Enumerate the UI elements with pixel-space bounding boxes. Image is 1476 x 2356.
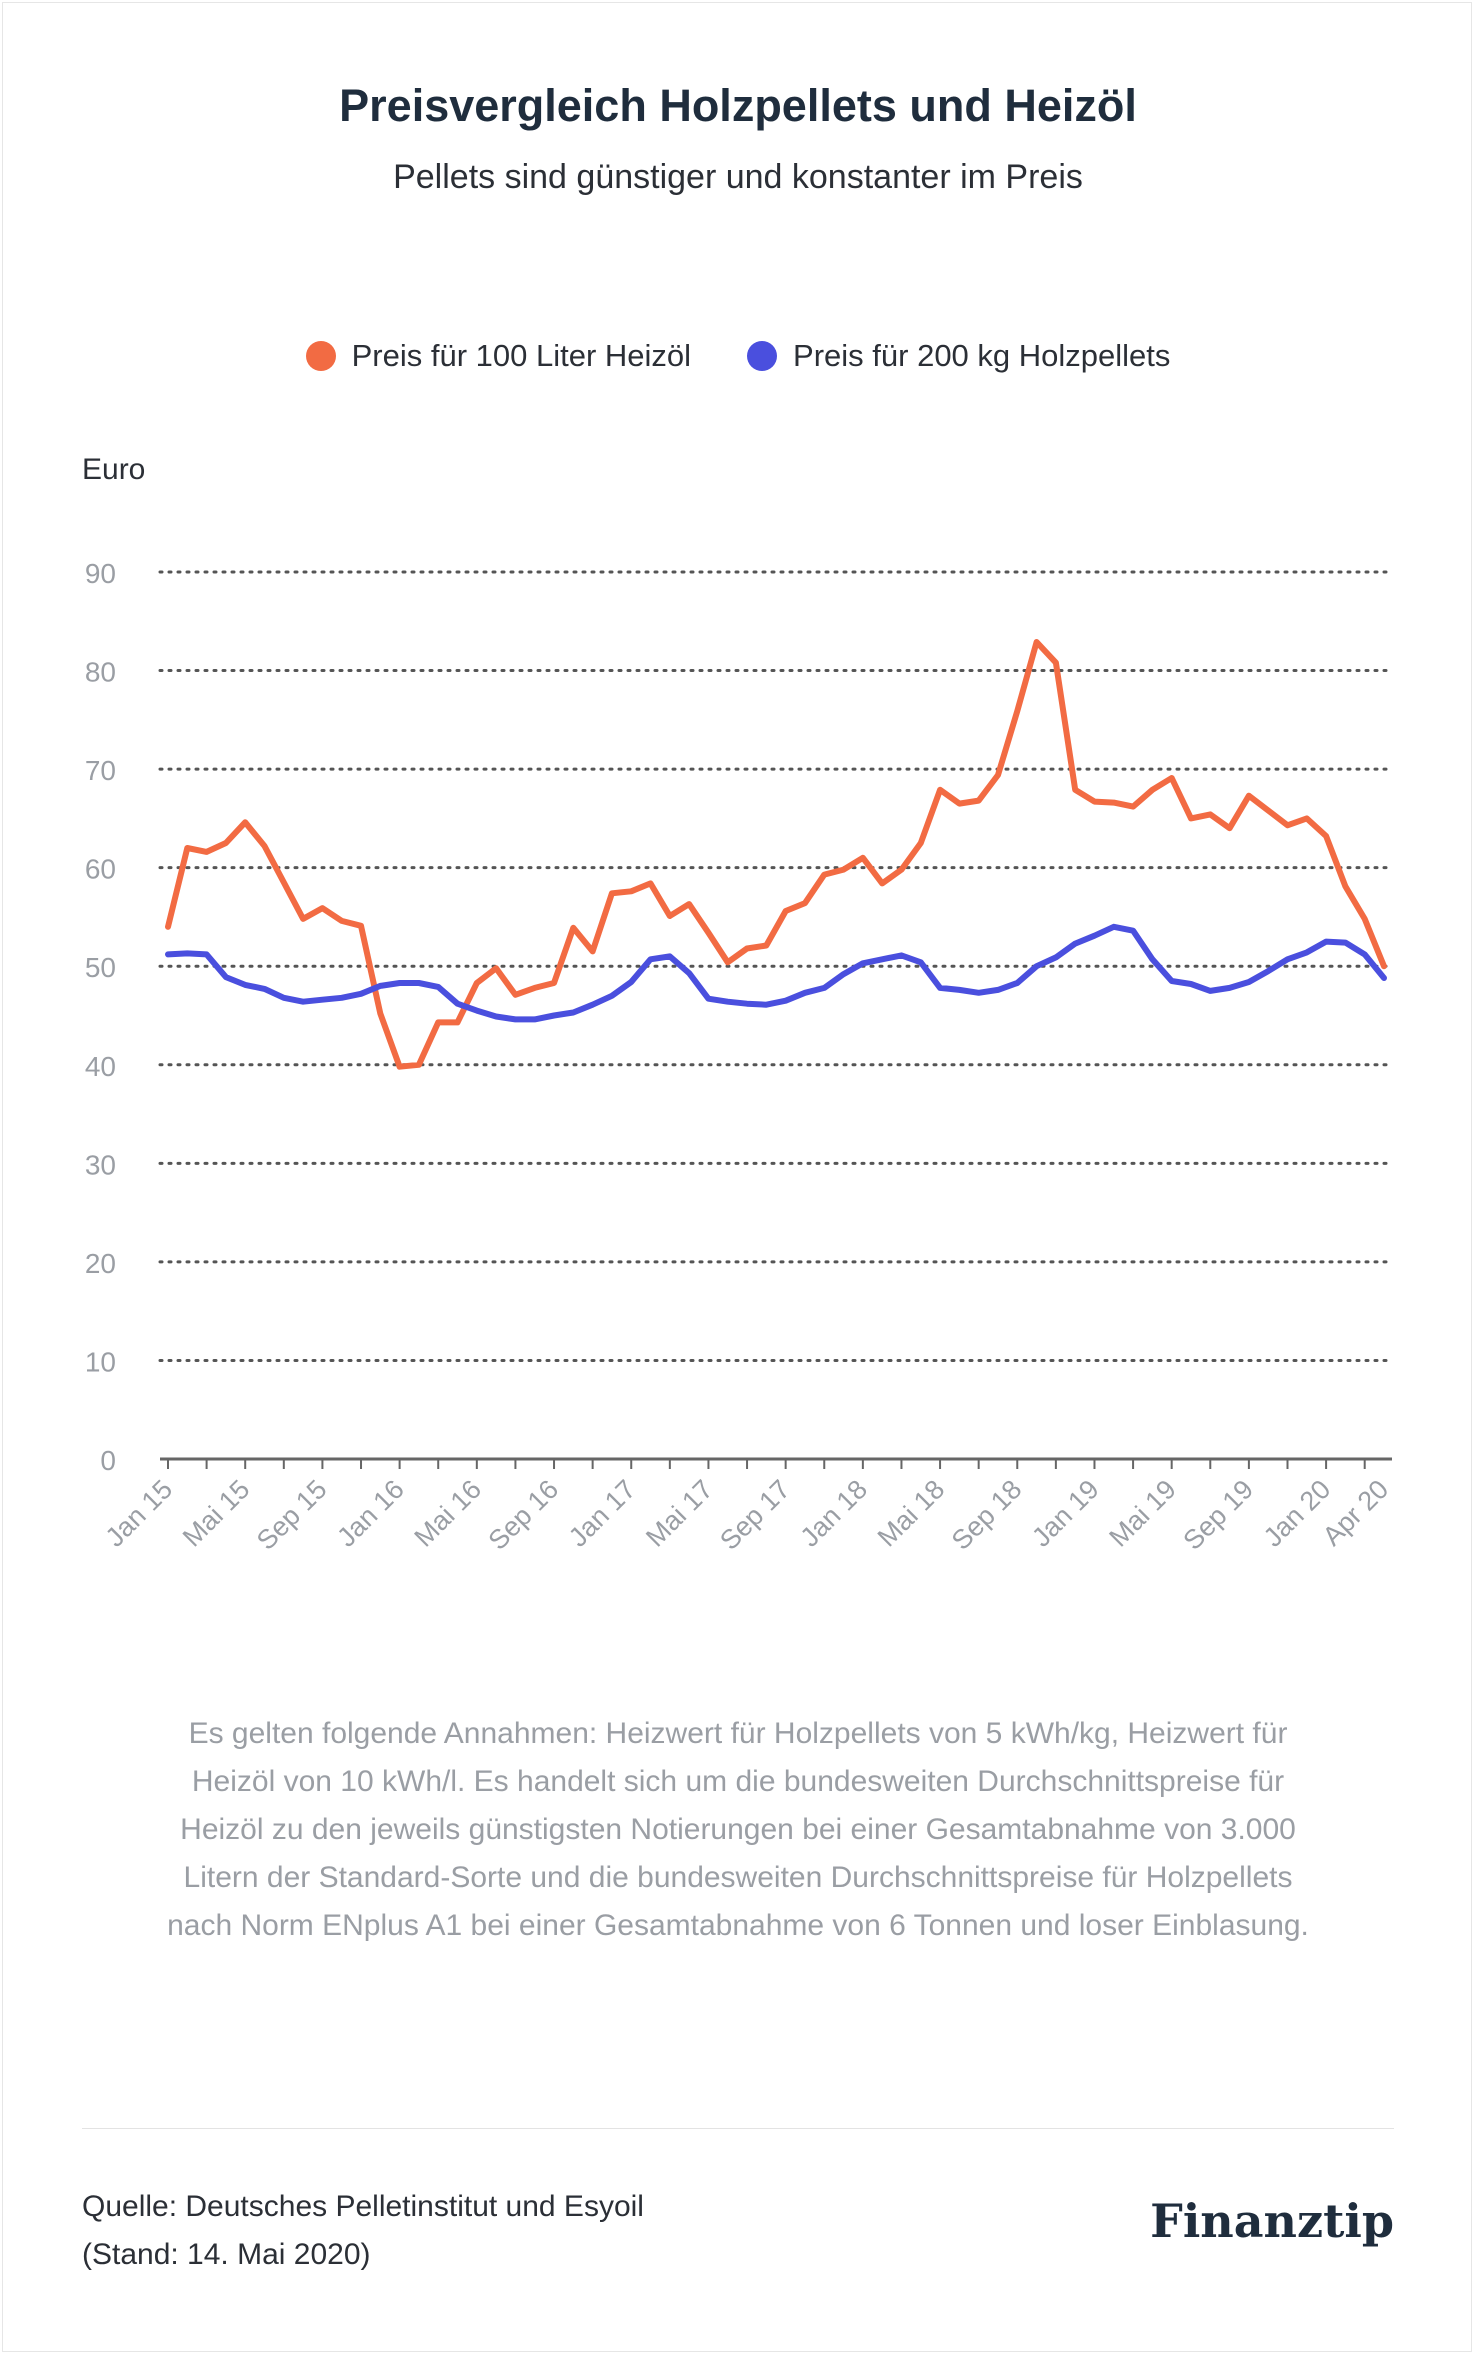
source-text: Quelle: Deutsches Pelletinstitut und Esy… bbox=[82, 2183, 644, 2279]
series-line-oil bbox=[165, 639, 1387, 1070]
legend-swatch-oil bbox=[305, 341, 336, 371]
legend-item-pellets: Preis für 200 kg Holzpellets bbox=[747, 338, 1170, 374]
chart-title: Preisvergleich Holzpellets und Heizöl bbox=[339, 80, 1137, 131]
source-line: Quelle: Deutsches Pelletinstitut und Esy… bbox=[82, 2190, 644, 2223]
finanztip-logo: Finanztip bbox=[1150, 2194, 1394, 2248]
x-tick-label: Jan 16 bbox=[331, 1474, 410, 1553]
legend-swatch-pellets bbox=[747, 341, 778, 371]
x-tick-label: Sep 17 bbox=[714, 1474, 796, 1556]
date-line: (Stand: 14. Mai 2020) bbox=[82, 2238, 371, 2271]
x-tick-label: Jan 19 bbox=[1026, 1474, 1105, 1553]
y-tick-label: 80 bbox=[85, 657, 116, 688]
x-tick-label: Sep 16 bbox=[483, 1474, 565, 1556]
x-tick-label: Sep 18 bbox=[946, 1474, 1028, 1556]
x-tick-label: Mai 17 bbox=[640, 1474, 719, 1553]
x-tick-label: Mai 15 bbox=[177, 1474, 256, 1553]
y-tick-label: 70 bbox=[85, 755, 116, 786]
legend-item-oil: Preis für 100 Liter Heizöl bbox=[305, 338, 692, 374]
y-tick-label: 40 bbox=[85, 1051, 116, 1082]
assumptions-note: Es gelten folgende Annahmen: Heizwert fü… bbox=[167, 1717, 1309, 1942]
x-tick-label: Jan 17 bbox=[563, 1474, 642, 1553]
x-tick-label: Sep 15 bbox=[251, 1474, 333, 1556]
series-line-pellets bbox=[165, 923, 1387, 1023]
x-tick-label: Mai 18 bbox=[872, 1474, 951, 1553]
y-tick-label: 50 bbox=[85, 952, 116, 983]
y-tick-label: 60 bbox=[85, 854, 116, 885]
legend-label-oil: Preis für 100 Liter Heizöl bbox=[351, 338, 692, 373]
legend-label-pellets: Preis für 200 kg Holzpellets bbox=[793, 338, 1171, 373]
legend: Preis für 100 Liter Heizöl Preis für 200… bbox=[0, 338, 1476, 374]
x-tick-label: Sep 19 bbox=[1177, 1474, 1259, 1556]
x-tick-label: Jan 15 bbox=[100, 1474, 179, 1553]
y-tick-label: 0 bbox=[100, 1445, 116, 1476]
x-tick-label: Jan 18 bbox=[795, 1474, 874, 1553]
x-tick-label: Jan 20 bbox=[1258, 1474, 1337, 1553]
y-tick-label: 30 bbox=[85, 1149, 116, 1180]
x-tick-label: Mai 16 bbox=[409, 1474, 488, 1553]
chart-subtitle: Pellets sind günstiger und konstanter im… bbox=[393, 158, 1083, 196]
y-tick-label: 90 bbox=[85, 558, 116, 589]
y-axis-unit: Euro bbox=[82, 453, 146, 486]
footer-divider bbox=[82, 2128, 1394, 2129]
x-tick-label: Mai 19 bbox=[1103, 1474, 1182, 1553]
y-tick-label: 10 bbox=[85, 1346, 116, 1377]
y-tick-label: 20 bbox=[85, 1248, 116, 1279]
x-tick-label: Apr 20 bbox=[1317, 1474, 1394, 1551]
